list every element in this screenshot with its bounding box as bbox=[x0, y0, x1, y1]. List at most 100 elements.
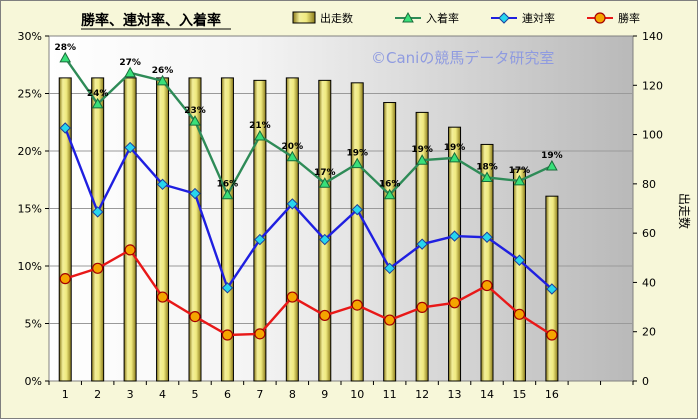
x-axis-tick-label: 14 bbox=[480, 388, 494, 401]
marker-circle bbox=[124, 244, 136, 256]
right-axis-tick-label: 40 bbox=[642, 276, 656, 289]
marker-triangle bbox=[286, 150, 299, 162]
left-axis-tick-label: 10% bbox=[18, 260, 42, 273]
data-label: 24% bbox=[87, 89, 109, 99]
chart-title: 勝率、連対率、入着率 bbox=[81, 12, 221, 29]
marker-circle bbox=[319, 309, 331, 322]
right-axis-tick-label: 120 bbox=[642, 79, 663, 92]
watermark-text: ©Caniの競馬データ研究室 bbox=[371, 49, 554, 67]
bar bbox=[318, 79, 332, 382]
right-axis-tick-label: 60 bbox=[642, 227, 656, 240]
marker-triangle bbox=[221, 188, 234, 200]
marker-diamond bbox=[124, 141, 136, 154]
x-axis-tick-label: 13 bbox=[448, 388, 462, 401]
series-line bbox=[64, 127, 553, 291]
right-axis-tick-label: 80 bbox=[642, 178, 656, 191]
marker-triangle bbox=[254, 130, 266, 141]
legend-swatch-bar bbox=[292, 11, 316, 24]
marker-diamond bbox=[448, 230, 461, 242]
marker-circle bbox=[513, 308, 526, 320]
x-axis-tick-label: 6 bbox=[224, 388, 231, 401]
marker-triangle bbox=[156, 74, 169, 86]
x-axis-tick-label: 12 bbox=[415, 388, 429, 401]
x-axis-tick-label: 7 bbox=[256, 388, 263, 401]
left-axis-tick-label: 15% bbox=[18, 203, 42, 216]
data-label: 23% bbox=[184, 106, 206, 116]
bar bbox=[480, 143, 494, 382]
bar bbox=[285, 77, 299, 382]
bar bbox=[253, 79, 267, 382]
marker-triangle bbox=[318, 177, 331, 188]
bar bbox=[156, 77, 170, 382]
x-axis-tick-label: 2 bbox=[94, 388, 101, 401]
marker-diamond bbox=[59, 122, 71, 134]
marker-circle bbox=[221, 329, 234, 341]
marker-circle bbox=[92, 262, 104, 274]
legend: 出走数 入着率 連対率 勝率 bbox=[292, 11, 640, 25]
right-axis-tick-label: 140 bbox=[642, 30, 663, 43]
marker-triangle bbox=[91, 97, 104, 109]
data-label: 16% bbox=[217, 180, 239, 190]
bar bbox=[123, 77, 137, 382]
marker-diamond bbox=[189, 187, 201, 200]
marker-triangle bbox=[513, 174, 526, 186]
x-axis-tick-label: 11 bbox=[383, 388, 397, 401]
bar bbox=[512, 168, 526, 382]
bar bbox=[383, 102, 397, 382]
marker-circle bbox=[254, 328, 266, 340]
bar bbox=[188, 77, 202, 382]
marker-triangle bbox=[124, 66, 136, 78]
data-label: 18% bbox=[476, 162, 498, 172]
bar bbox=[58, 77, 72, 382]
right-axis-tick-label: 20 bbox=[642, 326, 656, 339]
bar bbox=[91, 77, 105, 382]
marker-diamond bbox=[286, 198, 299, 210]
marker-triangle bbox=[416, 154, 428, 165]
data-label: 16% bbox=[379, 180, 401, 190]
marker-diamond bbox=[546, 283, 558, 295]
bar bbox=[220, 77, 234, 382]
marker-circle bbox=[546, 329, 558, 341]
marker-diamond bbox=[156, 178, 169, 191]
marker-diamond bbox=[319, 233, 331, 246]
marker-triangle bbox=[481, 171, 493, 182]
left-axis-tick-label: 20% bbox=[18, 145, 42, 158]
bar bbox=[350, 82, 364, 382]
x-axis-tick-label: 8 bbox=[289, 388, 296, 401]
x-axis-tick-label: 4 bbox=[159, 388, 166, 401]
data-labels: 28% 24% 27% 26% 23% 16% 21% 20% 17% 19% 16% 19% 19% 1… bbox=[54, 43, 562, 190]
marker-diamond bbox=[254, 233, 266, 246]
data-label: 21% bbox=[249, 121, 271, 131]
marker-circle bbox=[416, 301, 428, 313]
marker-diamond bbox=[513, 254, 526, 266]
marker-diamond bbox=[481, 231, 493, 243]
legend-label: 勝率 bbox=[618, 11, 640, 25]
marker-triangle bbox=[402, 11, 414, 23]
series-line bbox=[64, 57, 553, 198]
marker-triangle bbox=[383, 188, 396, 200]
marker-circle bbox=[481, 279, 493, 292]
right-axis-tick-label: 100 bbox=[642, 129, 663, 142]
marker-circle bbox=[448, 297, 461, 309]
marker-diamond bbox=[91, 206, 104, 218]
data-label: 27% bbox=[119, 58, 141, 68]
x-axis-tick-label: 15 bbox=[512, 388, 526, 401]
data-label: 17% bbox=[314, 168, 336, 178]
data-label: 19% bbox=[541, 151, 563, 161]
marker-diamond bbox=[383, 262, 396, 275]
marker-triangle bbox=[59, 51, 72, 63]
marker-diamond bbox=[351, 203, 363, 216]
right-axis-title: 出走数 bbox=[677, 193, 692, 229]
marker-diamond bbox=[416, 238, 428, 250]
left-axis-tick-label: 0% bbox=[25, 375, 42, 388]
marker-diamond bbox=[221, 282, 234, 294]
data-label: 17% bbox=[509, 166, 531, 176]
legend-label: 連対率 bbox=[522, 11, 555, 25]
left-axis-tick-label: 5% bbox=[25, 318, 42, 331]
data-label: 19% bbox=[411, 145, 433, 155]
legend-label: 入着率 bbox=[426, 11, 459, 25]
left-axis-tick-label: 30% bbox=[18, 30, 42, 43]
marker-circle bbox=[189, 311, 201, 323]
